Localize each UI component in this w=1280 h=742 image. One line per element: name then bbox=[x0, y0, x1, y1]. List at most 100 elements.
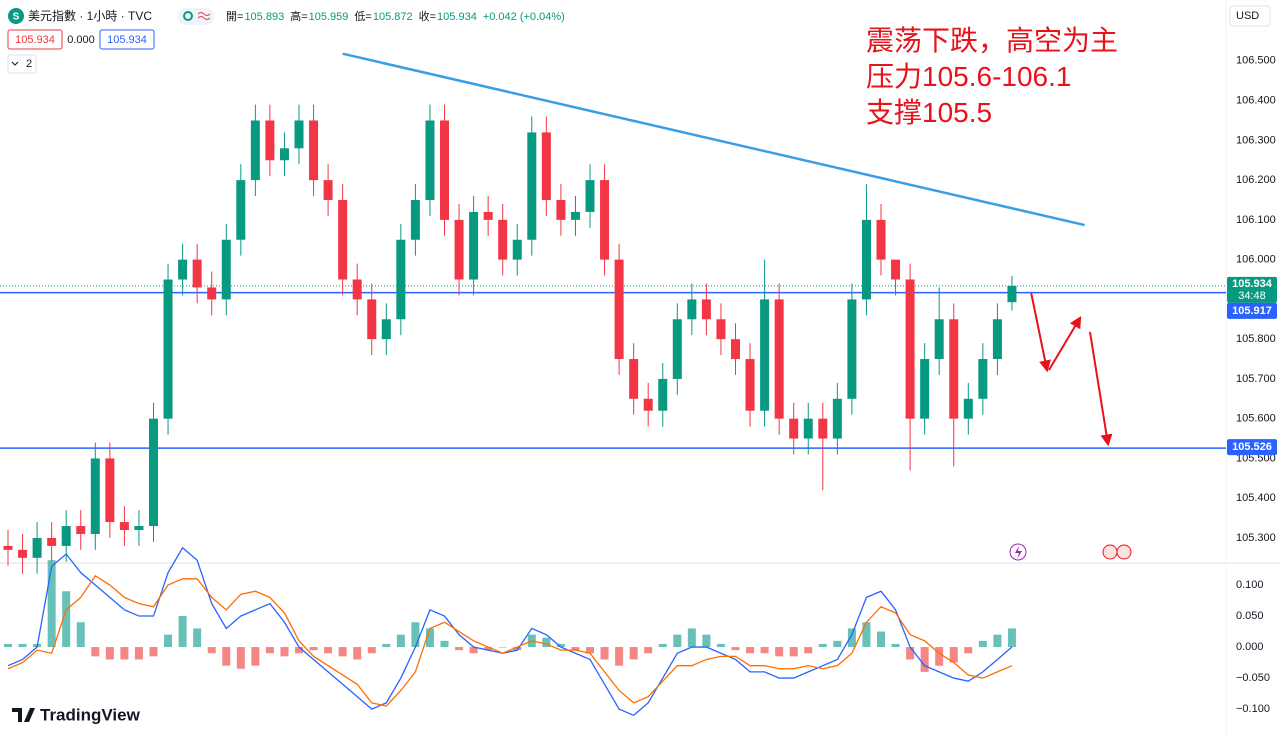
y-tick-label: 106.100 bbox=[1236, 214, 1276, 226]
ohlc-row: 開= 105.893 高= 105.959 低= 105.872 收= 105.934 +0.0… bbox=[226, 9, 565, 23]
histogram-bar bbox=[353, 647, 362, 660]
candle-body bbox=[483, 211, 493, 220]
histogram-bar bbox=[629, 647, 638, 660]
histogram-bar bbox=[455, 647, 464, 651]
price-label-box bbox=[1227, 439, 1277, 456]
candle-body bbox=[469, 211, 479, 280]
candle-body bbox=[687, 299, 697, 320]
histogram-bar bbox=[4, 643, 12, 648]
candle-body bbox=[716, 319, 726, 340]
candle-body bbox=[527, 132, 537, 240]
candle-body bbox=[454, 219, 464, 280]
buy-price: 105.934 bbox=[107, 34, 147, 46]
candle-body bbox=[294, 120, 304, 149]
ohlc-value: 105.893 bbox=[244, 11, 284, 23]
histogram-bar bbox=[222, 647, 231, 666]
histogram-bar bbox=[76, 622, 85, 648]
arrow bbox=[1089, 331, 1113, 447]
candle-body bbox=[221, 239, 231, 300]
histogram-bar bbox=[324, 647, 333, 654]
y-tick-label: 0.100 bbox=[1236, 579, 1264, 591]
candle-body bbox=[643, 398, 653, 411]
histogram-bar bbox=[746, 647, 755, 654]
last-price-label: 105.934 bbox=[1232, 278, 1273, 290]
histogram-bar bbox=[862, 622, 871, 648]
candle-body bbox=[18, 549, 28, 558]
candle-body bbox=[658, 378, 668, 411]
histogram-bar bbox=[615, 647, 624, 666]
candle-body bbox=[876, 219, 886, 260]
candle-body bbox=[614, 259, 624, 360]
histogram-bar bbox=[673, 634, 682, 648]
currency: USD bbox=[1236, 10, 1259, 22]
histogram-bar bbox=[644, 647, 653, 654]
symbol-icon[interactable] bbox=[8, 8, 24, 24]
candle-body bbox=[745, 359, 755, 411]
candle-body bbox=[410, 199, 420, 240]
candle-body bbox=[891, 259, 901, 280]
indicator-toggle[interactable] bbox=[7, 54, 37, 74]
candle-body bbox=[440, 120, 449, 220]
candle-body bbox=[207, 287, 217, 300]
candle-body bbox=[803, 418, 813, 439]
candle-body bbox=[178, 259, 188, 280]
candle-body bbox=[265, 120, 275, 161]
candle-body bbox=[920, 359, 930, 419]
histogram-bar bbox=[149, 647, 158, 657]
histogram-bar bbox=[542, 637, 551, 648]
histogram-bar bbox=[280, 647, 289, 657]
y-tick-label: 105.700 bbox=[1236, 373, 1276, 385]
y-tick-label: 105.600 bbox=[1236, 413, 1276, 425]
symbol-title[interactable]: 美元指數 · 1小時 · TVC bbox=[28, 8, 152, 23]
sell-price: 105.934 bbox=[15, 34, 55, 46]
y-tick-label: 105.400 bbox=[1236, 492, 1276, 504]
histogram-bar bbox=[658, 643, 667, 648]
candle-body bbox=[949, 319, 959, 419]
candle-body bbox=[32, 537, 42, 558]
y-tick-label: 106.300 bbox=[1236, 134, 1276, 146]
macd-line bbox=[7, 574, 1013, 707]
histogram-bar bbox=[586, 647, 594, 654]
candle-body bbox=[512, 239, 522, 260]
y-tick-label: 105.300 bbox=[1236, 532, 1276, 544]
candle-body bbox=[367, 299, 377, 340]
event-icon[interactable] bbox=[1102, 544, 1118, 560]
candle-body bbox=[774, 299, 784, 419]
ohlc-label: 開= bbox=[226, 10, 243, 23]
histogram-bar bbox=[920, 647, 929, 672]
symbol-icon-text: S bbox=[13, 12, 20, 23]
histogram-bar bbox=[178, 616, 187, 648]
ohlc-value: 105.959 bbox=[309, 11, 349, 23]
ohlc-value: 105.934 bbox=[437, 11, 477, 23]
histogram-bar bbox=[62, 591, 71, 648]
y-tick-label: 106.500 bbox=[1236, 55, 1276, 67]
candle-body bbox=[47, 537, 57, 546]
sell-button[interactable] bbox=[7, 29, 63, 50]
projection-arrows bbox=[1030, 291, 1113, 447]
histogram-bar bbox=[964, 647, 973, 654]
histogram-bar bbox=[600, 647, 609, 660]
histogram-bar bbox=[571, 647, 580, 651]
currency-button[interactable] bbox=[1229, 5, 1271, 27]
candle-body bbox=[992, 319, 1002, 360]
histogram-bar bbox=[367, 647, 376, 654]
candle-body bbox=[672, 319, 682, 379]
histogram-bar bbox=[411, 622, 420, 648]
logo-text[interactable]: TradingView bbox=[40, 705, 141, 724]
y-tick-label: −0.100 bbox=[1236, 703, 1270, 715]
histogram-bar bbox=[556, 643, 565, 648]
histogram-bar bbox=[164, 634, 173, 648]
histogram-bar bbox=[134, 647, 143, 660]
candle-body bbox=[701, 299, 711, 320]
candle-body bbox=[905, 279, 915, 419]
candle-body bbox=[760, 299, 770, 411]
histogram-bar bbox=[789, 647, 798, 657]
histogram-bar bbox=[105, 647, 114, 660]
candle-body bbox=[76, 526, 86, 534]
event-icon[interactable] bbox=[1116, 544, 1132, 560]
trendline bbox=[342, 52, 1085, 227]
price-label-box bbox=[1227, 302, 1277, 319]
buy-button[interactable] bbox=[99, 29, 155, 50]
histogram-bar bbox=[193, 628, 202, 648]
candle-body bbox=[731, 339, 740, 360]
